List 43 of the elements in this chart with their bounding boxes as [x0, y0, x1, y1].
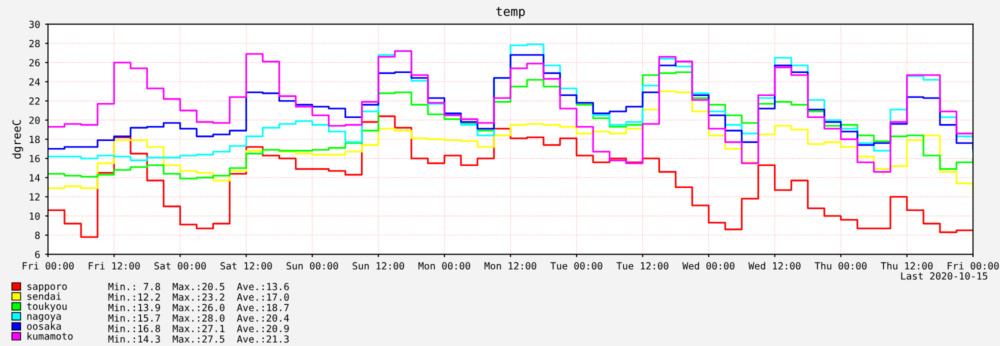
- text: Min.:12.2 Max.:23.2 Ave.:17.0: [108, 293, 289, 301]
- x-tick-label: Thu 00:00: [814, 262, 867, 270]
- x-tick-label: Wed 12:00: [748, 262, 800, 270]
- y-tick-label: 12: [30, 193, 40, 201]
- y-tick-label: 26: [29, 59, 40, 66]
- y-tick-label: 6: [35, 250, 40, 258]
- x-tick-label: Fri 12:00: [88, 262, 140, 270]
- legend-label: kumamoto: [28, 332, 73, 340]
- legend-label: sapporo: [27, 284, 67, 292]
- y-tick-label: 10: [30, 212, 40, 220]
- legend-label: oosaka: [27, 322, 61, 330]
- y-tick-label: 14: [30, 174, 40, 182]
- x-tick-label: Wed 00:00: [682, 262, 734, 270]
- y-tick-label: 22: [29, 97, 40, 105]
- text: Min.: 7.8 Max.:20.5 Ave.:13.6: [108, 282, 289, 290]
- text: Min.:13.9 Max.:26.0 Ave.:18.7: [108, 304, 289, 312]
- x-tick-label: Sun 00:00: [286, 262, 338, 270]
- text: Min.:16.8 Max.:27.1 Ave.:20.9: [108, 324, 289, 332]
- x-tick-label: Tue 12:00: [616, 262, 668, 270]
- chart-title: temp: [496, 7, 525, 18]
- x-tick-label: Tue 00:00: [550, 262, 602, 270]
- y-tick-label: 18: [30, 136, 40, 144]
- text: Last 2020-10-15: [901, 272, 988, 280]
- legend-label: nagoya: [27, 314, 61, 322]
- y-tick-label: 24: [29, 78, 40, 86]
- x-tick-label: Sat 12:00: [220, 262, 272, 270]
- x-tick-label: Sat 00:00: [154, 262, 206, 270]
- text: Min.:14.3 Max.:27.5 Ave.:21.3: [108, 335, 289, 343]
- x-tick-label: Sun 12:00: [352, 262, 404, 270]
- x-tick-label: Fri 00:00: [948, 262, 999, 270]
- y-axis-title: dgreeC: [12, 120, 24, 159]
- y-tick-label: 8: [35, 232, 40, 239]
- legend-label: toukyou: [27, 302, 67, 312]
- y-tick-label: 16: [30, 154, 40, 162]
- y-tick-label: 20: [29, 116, 40, 124]
- text: Min.:15.7 Max.:28.0 Ave.:20.4: [108, 314, 289, 322]
- y-tick-label: 30: [29, 20, 40, 28]
- x-tick-label: Thu 12:00: [880, 262, 933, 270]
- x-tick-label: Mon 12:00: [484, 262, 536, 270]
- x-tick-label: Fri 00:00: [22, 262, 74, 270]
- x-tick-label: Mon 00:00: [418, 262, 470, 270]
- legend-label: sendai: [27, 292, 61, 300]
- y-tick-label: 28: [29, 40, 40, 48]
